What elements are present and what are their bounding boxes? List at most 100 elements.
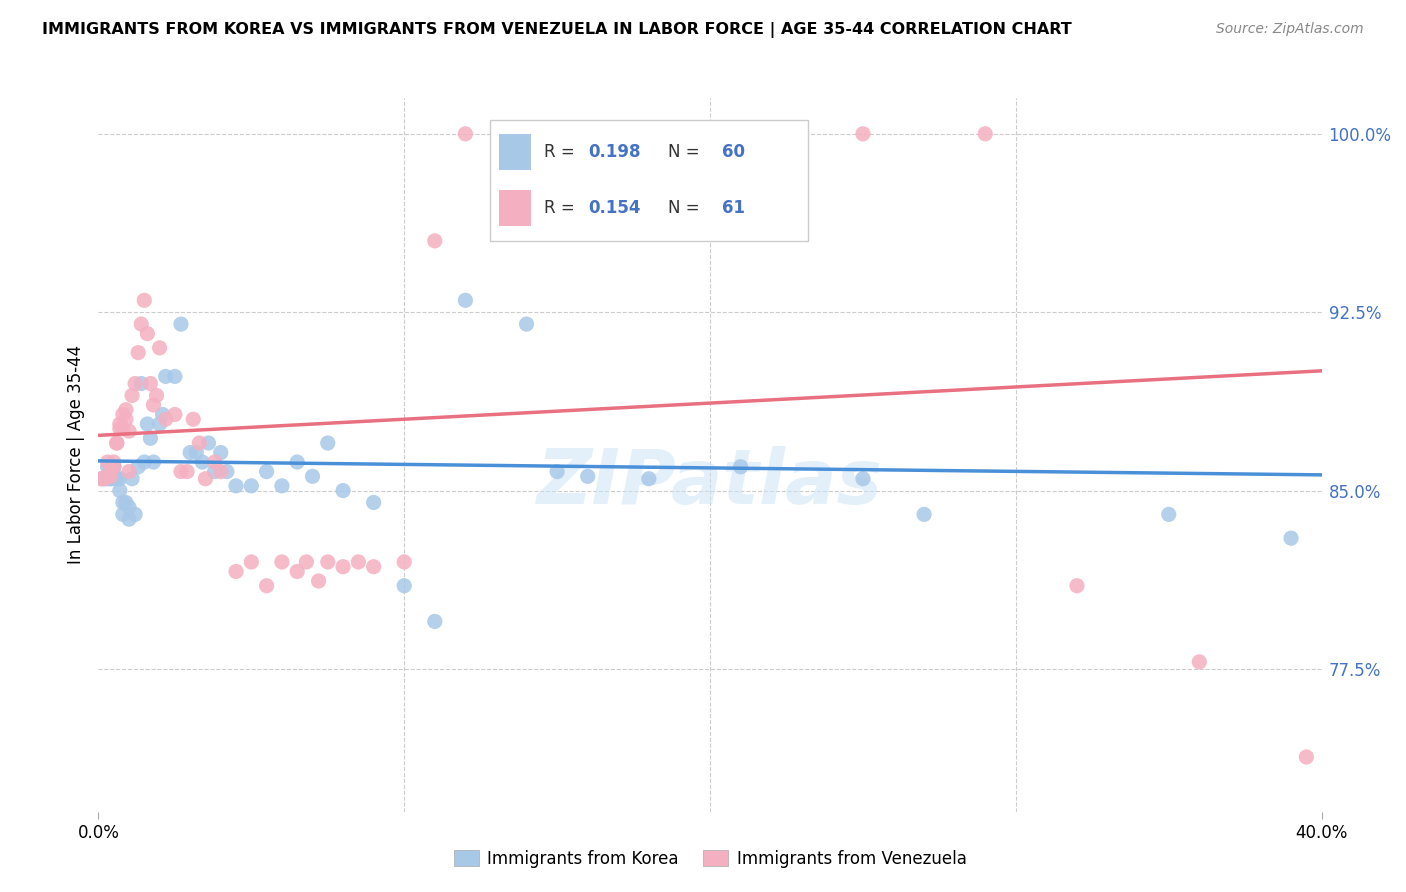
Point: [111, 408, 134, 422]
Point: [108, 422, 131, 436]
Point: [121, 388, 143, 402]
Point: [285, 565, 308, 579]
Text: IMMIGRANTS FROM KOREA VS IMMIGRANTS FROM VENEZUELA IN LABOR FORCE | AGE 35-44 CO: IMMIGRANTS FROM KOREA VS IMMIGRANTS FROM…: [42, 22, 1071, 38]
Point: [124, 508, 146, 522]
Point: [108, 472, 131, 486]
Point: [134, 455, 156, 469]
Point: [149, 341, 172, 355]
Point: [204, 455, 226, 469]
Point: [191, 455, 214, 469]
Point: [105, 472, 128, 486]
Point: [301, 469, 323, 483]
Point: [127, 345, 149, 359]
Point: [699, 222, 721, 236]
Point: [90, 472, 112, 486]
Point: [454, 293, 477, 308]
Point: [308, 574, 330, 588]
Point: [285, 455, 308, 469]
Point: [127, 459, 149, 474]
Point: [852, 127, 875, 141]
Text: Source: ZipAtlas.com: Source: ZipAtlas.com: [1216, 22, 1364, 37]
Point: [136, 326, 159, 341]
Point: [118, 465, 141, 479]
Point: [454, 127, 477, 141]
Point: [204, 465, 226, 479]
Point: [100, 472, 122, 486]
Point: [423, 234, 446, 248]
Point: [225, 479, 247, 493]
Point: [1066, 579, 1088, 593]
Point: [108, 483, 131, 498]
Point: [270, 555, 292, 569]
Point: [176, 465, 198, 479]
Point: [155, 369, 177, 384]
Point: [139, 376, 162, 391]
Point: [97, 469, 120, 483]
Point: [1295, 750, 1317, 764]
Point: [124, 376, 146, 391]
Point: [115, 402, 138, 417]
Point: [637, 127, 661, 141]
Point: [118, 424, 141, 438]
Point: [759, 127, 782, 141]
Point: [118, 500, 141, 515]
Point: [93, 472, 115, 486]
Point: [105, 436, 128, 450]
Point: [136, 417, 159, 431]
Point: [103, 455, 125, 469]
Point: [103, 459, 125, 474]
Point: [852, 472, 875, 486]
Point: [115, 412, 138, 426]
Point: [103, 459, 125, 474]
Point: [103, 459, 125, 474]
Point: [363, 559, 385, 574]
Point: [392, 555, 416, 569]
Point: [423, 615, 446, 629]
Point: [111, 495, 134, 509]
Point: [97, 472, 120, 486]
Point: [332, 483, 354, 498]
Point: [93, 472, 115, 486]
Point: [240, 555, 263, 569]
Point: [121, 472, 143, 486]
Point: [194, 472, 217, 486]
Text: ZIPatlas: ZIPatlas: [537, 447, 883, 520]
Point: [100, 472, 122, 486]
Point: [730, 459, 752, 474]
Point: [103, 459, 125, 474]
Point: [1157, 508, 1180, 522]
Point: [97, 459, 120, 474]
Point: [295, 555, 318, 569]
Point: [209, 465, 232, 479]
Point: [1188, 655, 1211, 669]
Point: [163, 369, 186, 384]
Point: [912, 508, 935, 522]
Point: [90, 472, 112, 486]
Point: [546, 465, 568, 479]
Point: [516, 317, 538, 331]
Point: [152, 408, 174, 422]
Point: [576, 469, 599, 483]
Point: [270, 479, 292, 493]
Point: [240, 479, 263, 493]
Point: [105, 436, 128, 450]
Point: [115, 495, 138, 509]
Point: [145, 388, 167, 402]
Point: [129, 376, 152, 391]
Point: [256, 579, 278, 593]
Point: [363, 495, 385, 509]
Point: [181, 412, 204, 426]
Point: [100, 469, 122, 483]
Point: [155, 412, 177, 426]
Point: [1279, 531, 1302, 545]
Point: [186, 445, 208, 459]
Point: [188, 436, 211, 450]
Point: [111, 422, 134, 436]
Point: [170, 465, 193, 479]
Point: [197, 436, 219, 450]
Point: [105, 472, 128, 486]
Point: [316, 555, 339, 569]
Point: [149, 417, 172, 431]
Point: [100, 465, 122, 479]
Point: [209, 445, 232, 459]
